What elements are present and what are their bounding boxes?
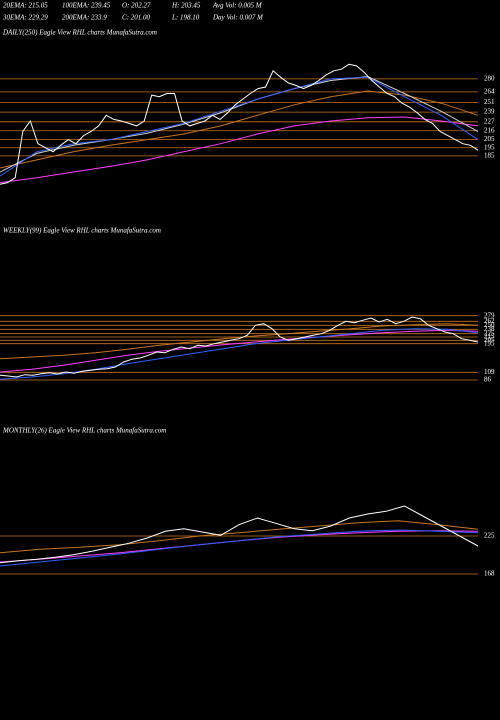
y-tick-label: 238 (484, 325, 495, 333)
header-text: Day Vol: 0.007 M (212, 14, 264, 22)
y-tick-label: 251 (484, 98, 495, 106)
header-text: C: 201.00 (122, 14, 151, 22)
y-tick-label: 215 (484, 333, 495, 341)
y-tick-label: 205 (484, 336, 495, 344)
series-line (0, 520, 479, 554)
y-tick-label: 262 (484, 317, 495, 325)
header-text: 30EMA: 229.29 (2, 14, 48, 22)
series-line (0, 116, 479, 184)
y-tick-label: 205 (484, 135, 495, 143)
series-line (0, 75, 479, 173)
series-line (0, 529, 479, 567)
series-line (0, 76, 479, 177)
panel-title: MONTHLY(26) Eagle View RHL charts Munafa… (2, 427, 166, 435)
header-text: 100EMA: 239.45 (62, 2, 111, 10)
y-tick-label: 280 (484, 74, 495, 82)
header-text: L: 198.10 (171, 14, 200, 22)
y-tick-label: 264 (484, 87, 495, 95)
panel-title: DAILY(250) Eagle View RHL charts MunafaS… (2, 29, 157, 37)
series-line (0, 316, 479, 378)
header-text: O: 202.27 (122, 2, 151, 10)
y-tick-label: 225 (484, 329, 495, 337)
header-text: H: 203.45 (171, 2, 201, 10)
series-line (0, 530, 479, 563)
series-line (0, 90, 479, 169)
header-text: 200EMA: 233.9 (62, 14, 107, 22)
series-line (0, 505, 479, 564)
y-tick-label: 185 (484, 151, 495, 159)
series-line (0, 329, 479, 373)
y-tick-label: 216 (484, 126, 495, 134)
series-line (0, 323, 479, 360)
header-text: Avg Vol: 0.005 M (212, 2, 263, 10)
series-line (0, 63, 479, 185)
y-tick-label: 227 (484, 117, 495, 125)
y-tick-label: 225 (484, 532, 495, 540)
y-tick-label: 279 (484, 311, 495, 319)
y-tick-label: 195 (484, 339, 495, 347)
panel-title: WEEKLY(99) Eagle View RHL charts MunafaS… (3, 227, 161, 235)
y-tick-label: 239 (484, 108, 495, 116)
y-tick-label: 168 (484, 570, 495, 578)
header-text: 20EMA: 215.05 (3, 2, 48, 10)
y-tick-label: 109 (484, 368, 495, 376)
y-tick-label: 250 (484, 321, 495, 329)
y-tick-label: 86 (484, 376, 492, 384)
y-tick-label: 195 (484, 143, 495, 151)
series-line (0, 328, 479, 380)
